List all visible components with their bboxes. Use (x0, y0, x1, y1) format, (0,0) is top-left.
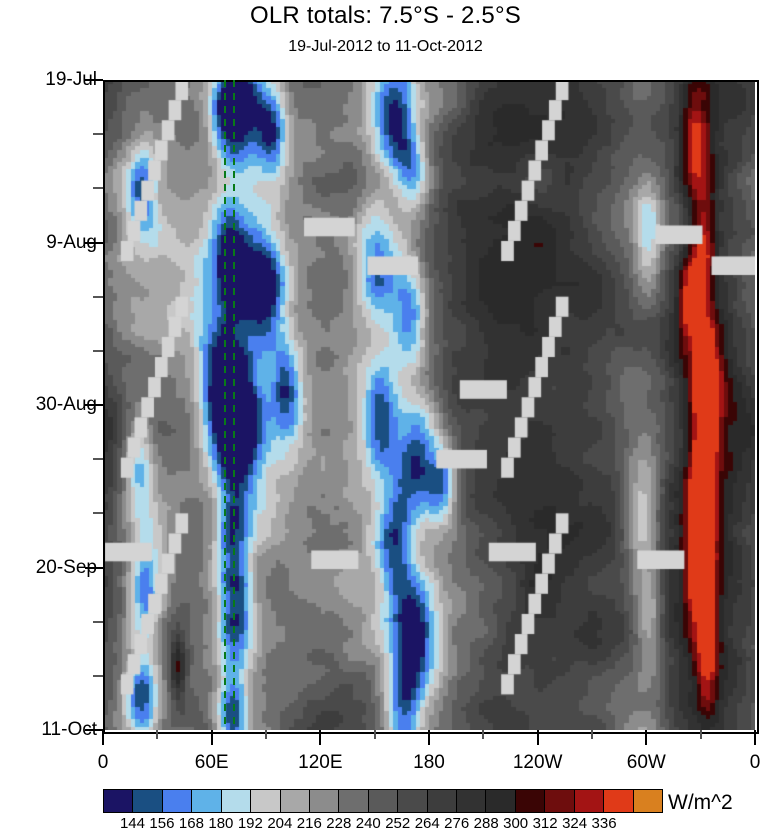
x-tick-label: 60W (626, 752, 666, 773)
y-tick-major (85, 79, 103, 81)
colorbar-tick-label: 312 (532, 815, 558, 832)
colorbar-tick-label: 192 (237, 815, 263, 832)
colorbar-swatch[interactable] (486, 790, 516, 812)
colorbar-swatch[interactable] (221, 790, 252, 812)
colorbar-tick-label: 228 (326, 815, 352, 832)
x-tick-label: 60E (194, 752, 229, 773)
y-tick-label: 11-Oct (41, 719, 97, 740)
colorbar[interactable] (103, 789, 663, 813)
x-tick-minor (699, 730, 702, 739)
reference-line (233, 80, 236, 730)
y-tick-minor (93, 133, 103, 136)
x-tick-label: 120W (512, 752, 563, 773)
colorbar-swatch[interactable] (339, 790, 369, 812)
colorbar-swatch[interactable] (162, 790, 193, 812)
olr-heatmap-field (103, 80, 755, 730)
colorbar-tick-label: 156 (149, 815, 175, 832)
x-tick-label: 0 (97, 752, 109, 773)
x-tick-major (754, 730, 756, 745)
x-tick-minor (265, 730, 267, 739)
colorbar-tick-label: 288 (473, 815, 499, 832)
colorbar-tick-labels: 144 156 168 180 192 204 216 228 240 252 264 276 288 3… (103, 789, 663, 832)
y-tick-major (85, 566, 103, 569)
colorbar-swatch[interactable] (309, 790, 340, 812)
y-tick-minor (93, 295, 103, 298)
colorbar-swatch[interactable] (574, 790, 605, 812)
x-tick-label: 120E (298, 752, 343, 773)
colorbar-swatch[interactable] (133, 790, 163, 812)
colorbar-tick-label: 180 (208, 815, 234, 832)
colorbar-swatch[interactable] (192, 790, 222, 812)
colorbar-swatch[interactable] (398, 790, 428, 812)
colorbar-tick-label: 300 (503, 815, 529, 832)
colorbar-tick-label: 144 (119, 815, 145, 832)
x-tick-major (645, 730, 648, 745)
y-tick-minor (93, 674, 103, 677)
colorbar-tick-label: 204 (267, 815, 293, 832)
x-tick-major (536, 730, 539, 745)
hovmoller-plot[interactable]: 19-Jul 9-Aug 30-Aug 20-Sep 11-Oct 0 60E 120E 180… (36, 69, 761, 773)
colorbar-tick-label: 324 (562, 815, 588, 832)
colorbar-swatch[interactable] (515, 790, 546, 812)
reference-line (224, 80, 227, 730)
y-tick-minor (93, 349, 103, 352)
x-tick-minor (156, 730, 159, 739)
x-tick-major (319, 730, 322, 745)
colorbar-tick-label: 240 (355, 815, 381, 832)
colorbar-swatch[interactable] (104, 790, 134, 812)
colorbar-swatch[interactable] (457, 790, 487, 812)
y-tick-minor (93, 187, 103, 190)
y-tick-label: 30-Aug (35, 394, 97, 415)
colorbar-swatch[interactable] (633, 790, 663, 812)
x-tick-label: 0 (749, 752, 761, 773)
colorbar-swatch[interactable] (604, 790, 634, 812)
colorbar-tick-label: 168 (178, 815, 204, 832)
colorbar-unit-label: W/m^2 (668, 791, 733, 814)
colorbar-swatch[interactable] (368, 790, 399, 812)
page-subtitle: 19-Jul-2012 to 11-Oct-2012 (288, 38, 483, 55)
colorbar-swatch[interactable] (251, 790, 281, 812)
x-tick-major (428, 730, 430, 745)
x-tick-minor (482, 730, 485, 739)
y-tick-minor (93, 620, 103, 623)
y-tick-minor (93, 512, 103, 515)
colorbar-tick-label: 336 (591, 815, 617, 832)
colorbar-tick-label: 264 (414, 815, 440, 832)
colorbar-swatch[interactable] (427, 790, 458, 812)
y-tick-major (85, 729, 103, 731)
colorbar-tick-label: 252 (385, 815, 411, 832)
y-tick-label: 9-Aug (46, 231, 97, 253)
x-tick-minor (373, 730, 376, 739)
page-title: OLR totals: 7.5°S - 2.5°S (250, 2, 521, 29)
x-tick-major (210, 730, 213, 745)
colorbar-tick-label: 276 (444, 815, 470, 832)
x-tick-major (102, 730, 104, 745)
colorbar-swatch[interactable] (545, 790, 575, 812)
x-tick-label: 180 (413, 752, 445, 773)
y-tick-label: 19-Jul (45, 69, 97, 90)
y-tick-major (85, 404, 103, 406)
y-tick-label: 20-Sep (35, 556, 97, 578)
colorbar-swatch[interactable] (280, 790, 310, 812)
y-tick-major (85, 241, 103, 244)
x-tick-minor (591, 730, 593, 739)
y-tick-minor (93, 458, 103, 461)
colorbar-tick-label: 216 (296, 815, 322, 832)
